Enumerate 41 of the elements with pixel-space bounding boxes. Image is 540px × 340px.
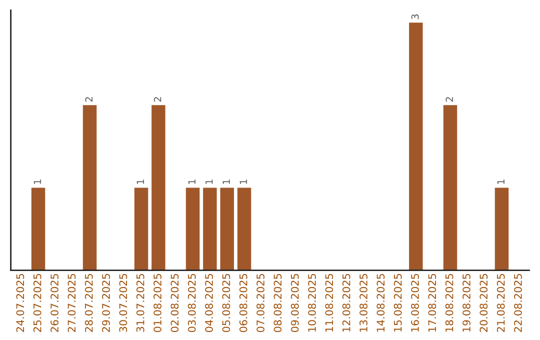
x-tick-label: 09.08.2025 xyxy=(290,274,299,332)
x-tick-label: 25.07.2025 xyxy=(33,274,42,332)
x-tick-label: 04.08.2025 xyxy=(205,274,213,332)
x-tick-label: 01.08.2025 xyxy=(154,274,162,332)
data-label: 1 xyxy=(222,180,230,184)
x-tick-label: 28.07.2025 xyxy=(84,274,93,332)
x-tick-label: 30.07.2025 xyxy=(119,274,128,332)
x-tick-label: 22.08.2025 xyxy=(514,274,522,332)
data-label: 1 xyxy=(206,180,213,184)
x-tick-label: 17.08.2025 xyxy=(428,274,436,332)
x-tick-label: 18.08.2025 xyxy=(445,274,454,332)
x-tick-label: 06.08.2025 xyxy=(239,274,248,332)
data-label: 1 xyxy=(497,180,504,184)
data-label: 1 xyxy=(188,180,196,184)
x-tick-label: 05.08.2025 xyxy=(222,274,230,332)
data-label: 1 xyxy=(34,180,41,184)
x-tick-label: 27.07.2025 xyxy=(68,274,76,332)
data-label: 1 xyxy=(136,180,144,184)
x-tick-label: 26.07.2025 xyxy=(50,274,58,332)
x-tick-label: 29.07.2025 xyxy=(102,274,110,332)
x-tick-label: 10.08.2025 xyxy=(308,274,316,332)
x-tick-label: 24.07.2025 xyxy=(16,274,24,332)
x-tick-label: 31.07.2025 xyxy=(136,274,144,332)
data-label: 3 xyxy=(411,14,419,20)
x-tick-label: 14.08.2025 xyxy=(376,274,385,332)
x-tick-label: 02.08.2025 xyxy=(170,274,179,332)
x-tick-label: 13.08.2025 xyxy=(360,274,368,332)
x-tick-label: 16.08.2025 xyxy=(411,274,419,332)
data-label: 2 xyxy=(85,97,92,102)
data-label: 2 xyxy=(446,97,453,102)
x-tick-label: 15.08.2025 xyxy=(394,274,402,332)
x-tick-label: 12.08.2025 xyxy=(342,274,350,332)
data-label: 1 xyxy=(240,180,247,184)
x-tick-label: 03.08.2025 xyxy=(188,274,196,332)
x-tick-label: 21.08.2025 xyxy=(496,274,505,332)
x-tick-label: 19.08.2025 xyxy=(462,274,470,332)
x-tick-label: 11.08.2025 xyxy=(325,274,334,332)
x-tick-label: 08.08.2025 xyxy=(274,274,282,332)
x-tick-label: 07.08.2025 xyxy=(256,274,264,332)
x-tick-label: 20.08.2025 xyxy=(480,274,488,332)
data-label: 2 xyxy=(154,97,162,102)
